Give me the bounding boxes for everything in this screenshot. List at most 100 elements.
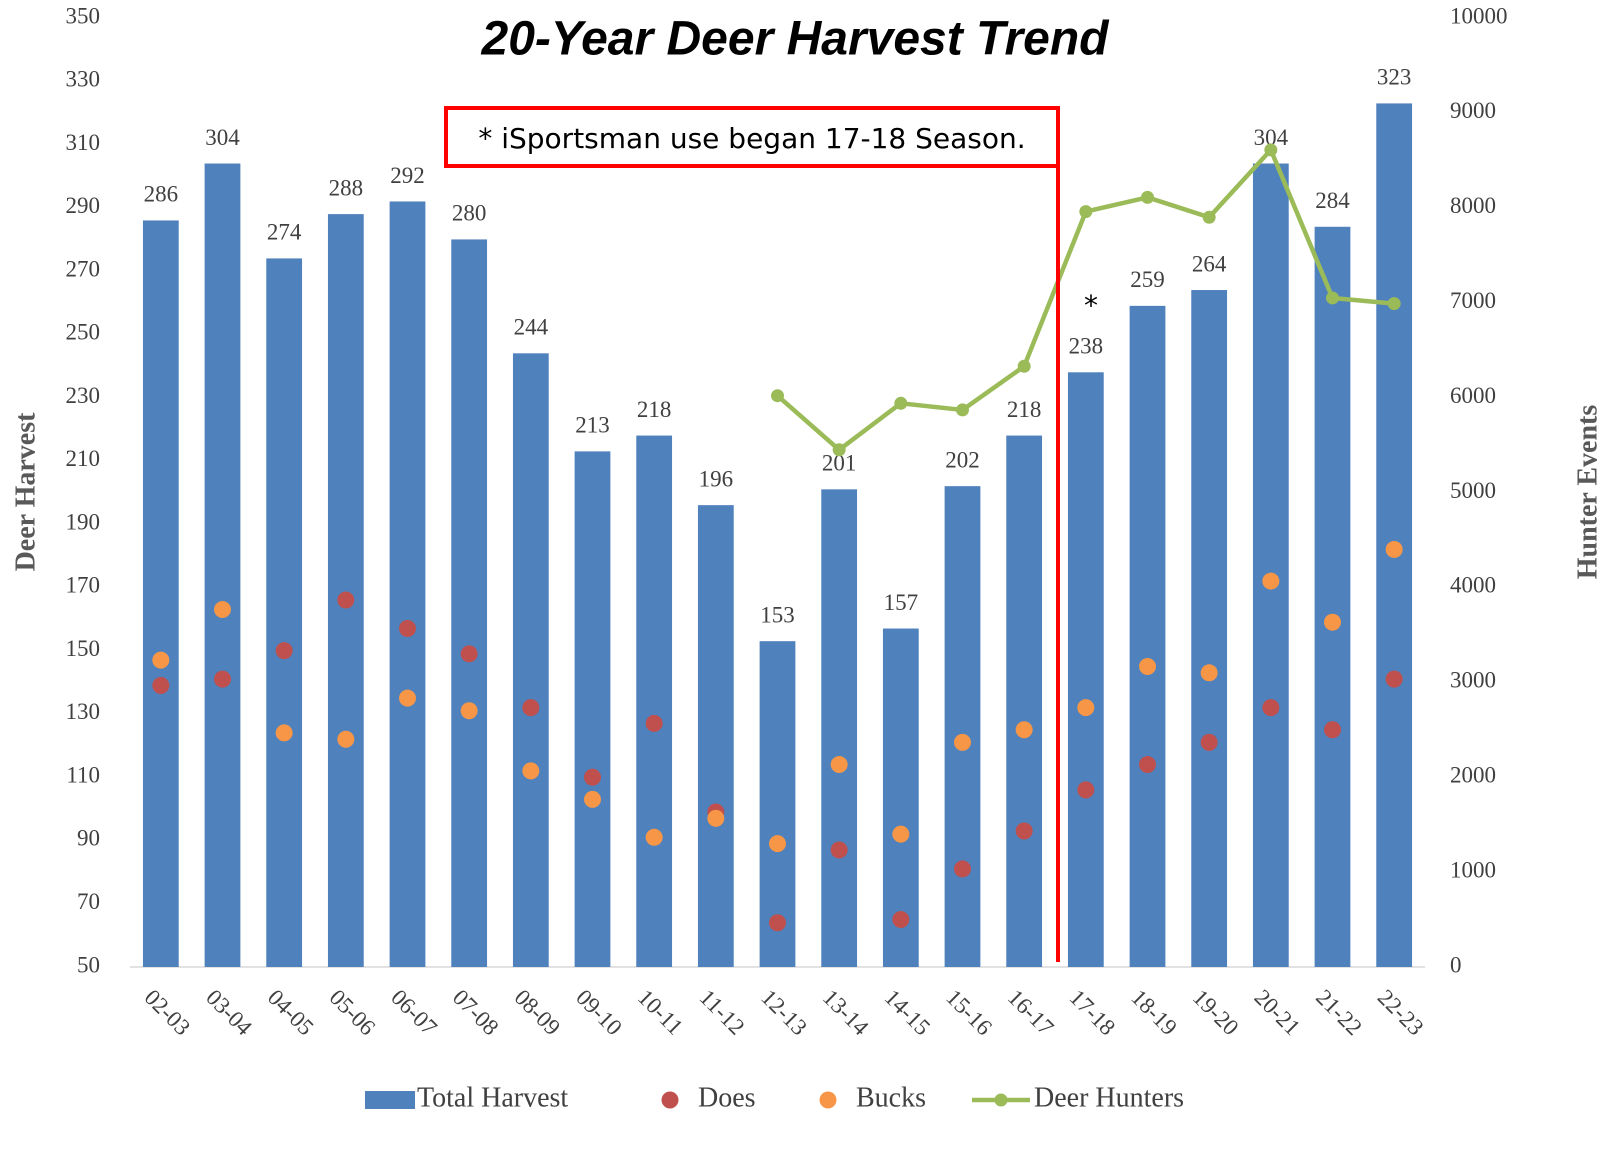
point xyxy=(584,768,601,786)
point xyxy=(1200,664,1218,682)
point xyxy=(1262,572,1280,590)
point xyxy=(1015,822,1033,840)
line-point xyxy=(956,403,969,417)
x-tick-label: 05-06 xyxy=(325,985,381,1041)
line-point xyxy=(1387,297,1401,311)
point xyxy=(214,670,231,688)
data-label: 304 xyxy=(205,125,240,150)
chart-title: 20-Year Deer Harvest Trend xyxy=(481,13,1111,66)
data-label: 202 xyxy=(945,447,980,472)
bar xyxy=(142,220,179,967)
point xyxy=(830,756,848,774)
data-label: 288 xyxy=(329,175,364,200)
point xyxy=(337,591,355,609)
y-tick-label: 230 xyxy=(66,383,101,408)
bar xyxy=(1191,290,1228,968)
bar xyxy=(327,214,364,968)
x-tick-label: 08-09 xyxy=(510,985,566,1041)
point xyxy=(1324,613,1341,631)
x-tick-label: 22-23 xyxy=(1373,985,1429,1041)
y-tick-label: 50 xyxy=(77,952,100,977)
point xyxy=(152,651,170,669)
point xyxy=(275,724,293,742)
y2-tick-label: 8000 xyxy=(1450,193,1496,218)
data-label: 284 xyxy=(1315,188,1350,213)
y2-tick-label: 0 xyxy=(1450,952,1462,977)
point xyxy=(275,642,293,660)
line-point xyxy=(1141,190,1154,204)
x-tick-label: 17-18 xyxy=(1065,985,1121,1041)
y-axis-label: Deer Harvest xyxy=(10,412,41,572)
point xyxy=(892,911,910,929)
point xyxy=(1139,756,1156,774)
y-tick-label: 90 xyxy=(77,826,100,851)
y2-tick-label: 7000 xyxy=(1450,288,1496,313)
y2-tick-label: 6000 xyxy=(1450,383,1496,408)
line-point xyxy=(1017,359,1031,373)
legend-label: Does xyxy=(698,1082,756,1113)
point xyxy=(707,809,725,827)
data-label: 153 xyxy=(760,602,795,627)
point xyxy=(399,689,416,707)
annotation-star: * xyxy=(1084,289,1098,322)
line-point xyxy=(1079,205,1093,219)
y-tick-label: 350 xyxy=(66,3,101,28)
y-tick-label: 110 xyxy=(66,762,100,787)
point xyxy=(1077,781,1095,799)
point xyxy=(460,645,478,663)
bar xyxy=(451,239,488,967)
annotation-text: * iSportsman use began 17-18 Season. xyxy=(478,122,1025,155)
y-tick-label: 190 xyxy=(66,509,101,534)
bar xyxy=(512,353,549,967)
bar xyxy=(1314,226,1351,967)
bar xyxy=(944,486,981,967)
bar xyxy=(1129,305,1166,967)
point xyxy=(460,702,478,720)
data-label: 274 xyxy=(267,220,302,245)
y-tick-label: 70 xyxy=(77,889,100,914)
line-point xyxy=(894,396,908,410)
y2-tick-label: 4000 xyxy=(1450,573,1496,598)
x-tick-label: 11-12 xyxy=(695,985,750,1040)
legend-label: Total Harvest xyxy=(417,1082,568,1113)
point xyxy=(214,601,231,619)
point xyxy=(337,730,355,748)
bar xyxy=(389,201,426,967)
point xyxy=(1077,699,1095,717)
point xyxy=(152,676,170,694)
line-point xyxy=(1202,210,1216,224)
y-tick-label: 310 xyxy=(66,130,101,155)
data-label: 238 xyxy=(1069,334,1104,359)
bar xyxy=(266,258,303,967)
bar xyxy=(697,505,734,967)
bar xyxy=(574,451,611,967)
annotation-box xyxy=(444,106,1060,168)
x-tick-label: 09-10 xyxy=(571,985,627,1041)
legend-label: Deer Hunters xyxy=(1034,1082,1184,1113)
point xyxy=(1262,699,1280,717)
data-label: 196 xyxy=(699,466,734,491)
line-point xyxy=(1326,291,1339,305)
y2-tick-label: 3000 xyxy=(1450,668,1496,693)
y-tick-label: 150 xyxy=(66,636,101,661)
x-tick-label: 06-07 xyxy=(386,985,442,1041)
x-tick-label: 03-04 xyxy=(201,985,257,1041)
bar xyxy=(636,435,673,967)
legend-swatch xyxy=(365,1091,415,1109)
y2-tick-label: 5000 xyxy=(1450,478,1496,503)
bar xyxy=(1067,372,1104,967)
x-tick-label: 07-08 xyxy=(448,985,504,1041)
point xyxy=(645,714,663,732)
x-tick-label: 18-19 xyxy=(1126,985,1182,1041)
point xyxy=(645,828,663,846)
data-label: 264 xyxy=(1192,251,1227,276)
y2-tick-label: 9000 xyxy=(1450,98,1496,123)
line-point xyxy=(771,389,784,403)
point xyxy=(1139,657,1156,675)
y2-tick-label: 2000 xyxy=(1450,762,1496,787)
legend-swatch xyxy=(661,1091,679,1109)
legend-swatch xyxy=(994,1093,1008,1107)
y-tick-label: 250 xyxy=(66,320,101,345)
x-tick-label: 02-03 xyxy=(140,985,196,1041)
